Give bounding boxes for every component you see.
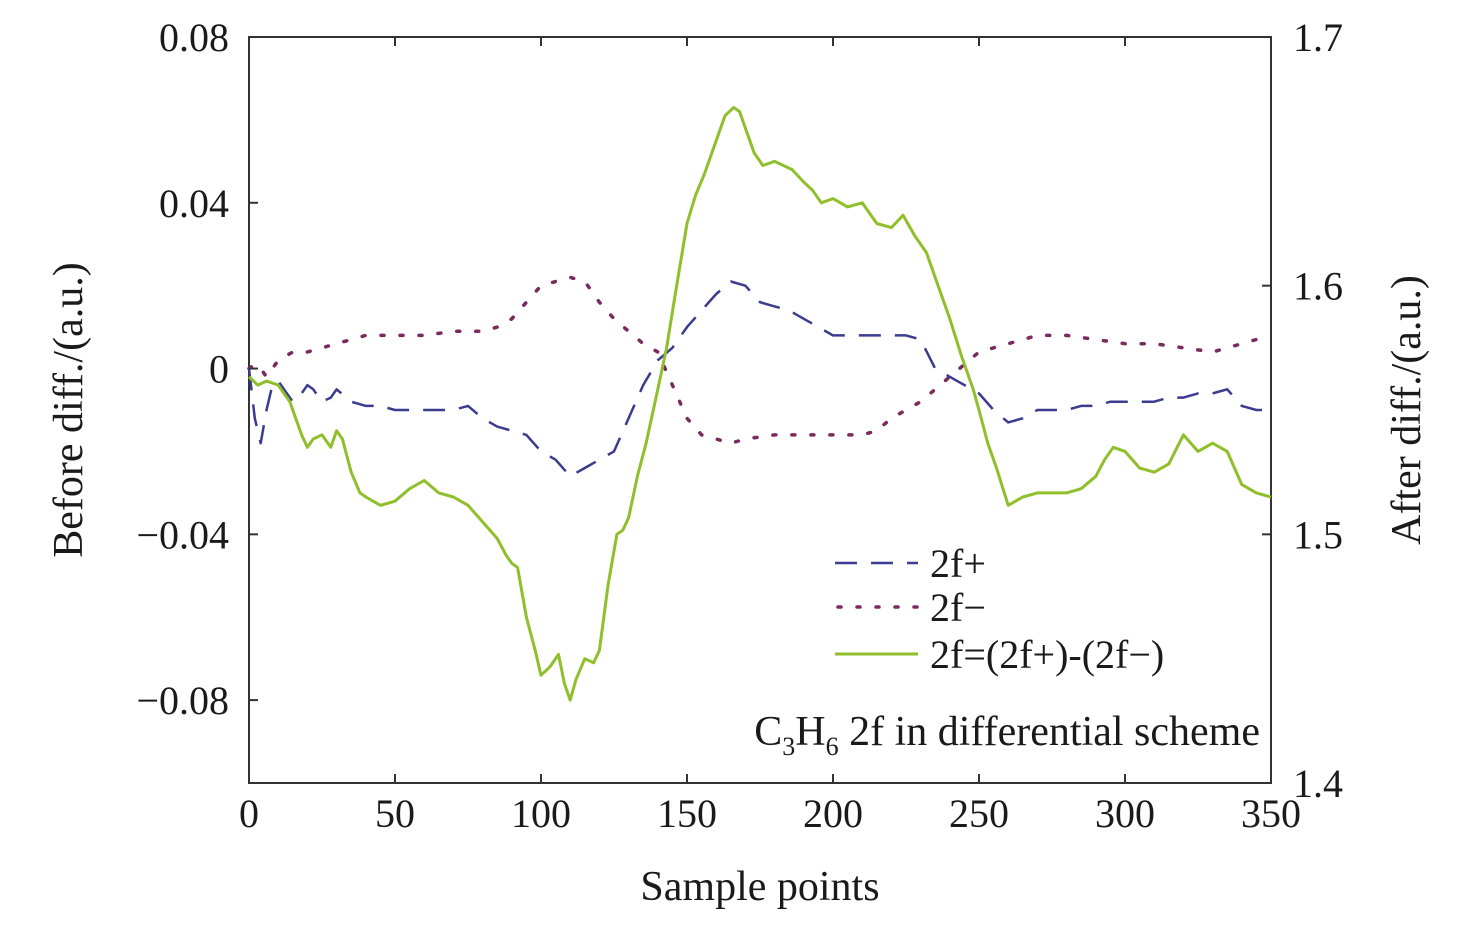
y-left-tick-label: 0: [209, 347, 229, 392]
series-line-2: [247, 106, 1272, 702]
x-tick-label: 300: [1095, 791, 1155, 836]
series-layer: [247, 106, 1272, 702]
y-left-tick-label: −0.08: [136, 678, 229, 723]
x-tick-label: 0: [239, 791, 259, 836]
series-line-1: [247, 275, 1259, 445]
x-axis-title: Sample points: [640, 864, 879, 910]
y-right-tick-label: 1.6: [1293, 264, 1343, 309]
series-line-0: [247, 280, 1271, 478]
y-left-tick-label: −0.04: [136, 512, 229, 557]
annotation-sub1: 3: [782, 732, 795, 761]
y-right-tick-label: 1.4: [1293, 761, 1343, 806]
annotation-prefix: C: [754, 709, 782, 755]
ticks-layer: 0 50 100 150 200 250 300 350 −0.08 −0.04 0 0.04 0.08…: [136, 15, 1343, 836]
x-tick-label: 250: [949, 791, 1009, 836]
x-tick-label: 200: [803, 791, 863, 836]
y-left-tick-label: 0.04: [159, 181, 229, 226]
y-left-tick-label: 0.08: [159, 15, 229, 60]
chart-annotation: C3H6 2f in differential scheme: [754, 709, 1260, 761]
x-tick-label: 50: [375, 791, 415, 836]
legend-label-2f-plus: 2f+: [930, 541, 986, 586]
legend-label-2f-minus: 2f−: [930, 585, 986, 630]
x-tick-label: 100: [511, 791, 571, 836]
y-axis-left-title: Before diff./(a.u.): [46, 262, 92, 557]
x-tick-label: 350: [1241, 791, 1301, 836]
annotation-sub2: 6: [826, 732, 839, 761]
x-tick-label: 150: [657, 791, 717, 836]
y-right-tick-label: 1.7: [1293, 15, 1343, 60]
y-right-tick-label: 1.5: [1293, 512, 1343, 557]
legend-label-2f-diff: 2f=(2f+)-(2f−): [930, 632, 1164, 677]
legend: 2f+ 2f− 2f=(2f+)-(2f−): [835, 541, 1164, 677]
annotation-suffix: 2f in differential scheme: [839, 709, 1260, 755]
annotation-mid: H: [795, 709, 825, 755]
y-axis-right-title: After diff./(a.u.): [1384, 275, 1430, 545]
